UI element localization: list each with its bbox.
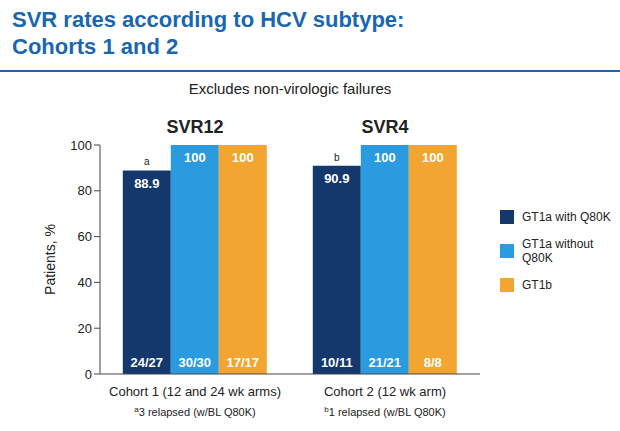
svg-text:SVR12: SVR12 [166, 117, 223, 137]
svg-text:90.9: 90.9 [324, 171, 349, 186]
svg-text:SVR4: SVR4 [361, 117, 408, 137]
svg-text:0: 0 [85, 367, 92, 382]
svg-text:Patients, %: Patients, % [42, 224, 58, 295]
svg-text:10/11: 10/11 [321, 355, 353, 370]
svg-text:17/17: 17/17 [227, 355, 260, 370]
svg-text:8/8: 8/8 [424, 355, 442, 370]
svg-text:88.9: 88.9 [134, 176, 159, 191]
svg-text:21/21: 21/21 [369, 355, 402, 370]
svg-text:b: b [334, 152, 340, 163]
svg-text:24/27: 24/27 [131, 355, 164, 370]
svg-text:100: 100 [232, 150, 254, 165]
svg-text:80: 80 [78, 183, 92, 198]
svg-text:100: 100 [184, 150, 206, 165]
html-text:Excludes non-virologic failure: Excludes non-virologic failures [188, 80, 392, 97]
html-text:GT1b: GT1b [522, 278, 552, 292]
svg-text:20: 20 [78, 321, 92, 336]
html-text:GT1a without Q80K: GT1a without Q80K [522, 237, 594, 265]
svg-text:100: 100 [374, 150, 396, 165]
svg-text:30/30: 30/30 [179, 355, 212, 370]
svg-text:Cohort 2 (12 wk arm): Cohort 2 (12 wk arm) [324, 384, 446, 399]
svg-text:40: 40 [78, 275, 92, 290]
svg-text:b1 relapsed (w/BL Q80K): b1 relapsed (w/BL Q80K) [324, 405, 445, 418]
html-text:GT1a with Q80K: GT1a with Q80K [522, 210, 611, 224]
svg-text:a: a [144, 156, 150, 167]
svg-text:60: 60 [78, 229, 92, 244]
svg-text:100: 100 [422, 150, 444, 165]
html-text:SVR rates according to HCV sub: SVR rates according to HCV subtype: Coho… [12, 7, 405, 59]
svg-text:a3 relapsed (w/BL Q80K): a3 relapsed (w/BL Q80K) [134, 405, 255, 418]
svg-text:Cohort 1 (12 and 24 wk arms): Cohort 1 (12 and 24 wk arms) [109, 384, 281, 399]
svg-text:100: 100 [70, 138, 92, 153]
